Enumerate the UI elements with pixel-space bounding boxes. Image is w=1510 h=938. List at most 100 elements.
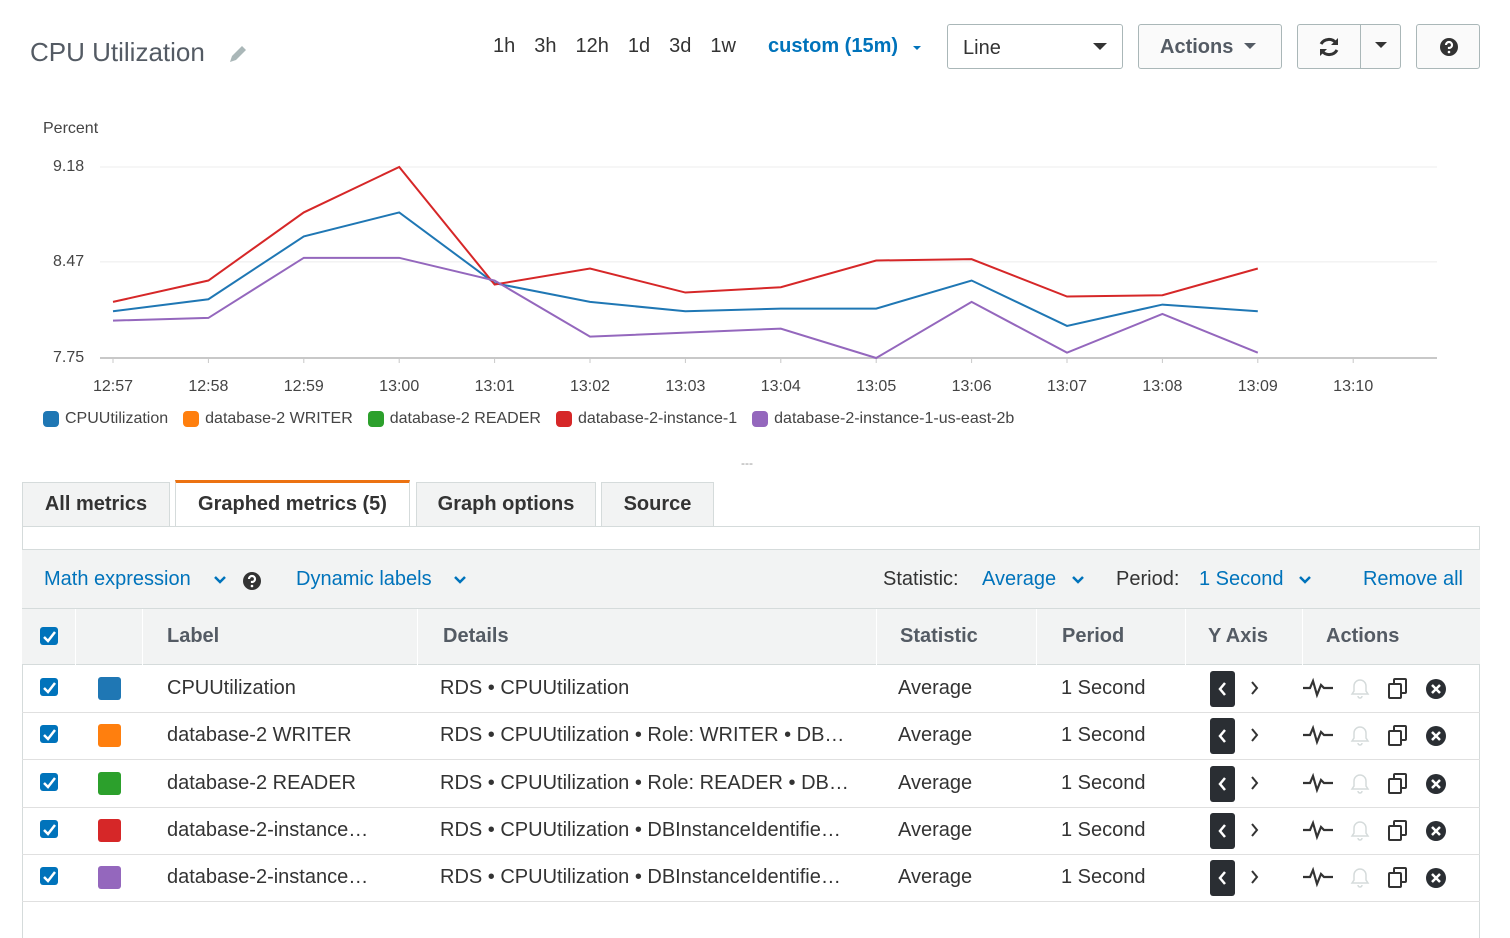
x-tick-label: 13:08: [1142, 378, 1182, 395]
time-range[interactable]: 1h: [493, 35, 516, 57]
time-range[interactable]: 3d: [669, 35, 692, 57]
browse-icon[interactable]: [1302, 866, 1334, 888]
x-tick-label: 13:09: [1238, 378, 1278, 395]
y-tick-label: 8.47: [53, 253, 84, 270]
duplicate-icon[interactable]: [1386, 866, 1410, 890]
custom-range[interactable]: custom (15m): [768, 35, 899, 57]
column-separator: [142, 609, 143, 665]
column-separator: [876, 609, 877, 665]
remove-icon[interactable]: [1426, 868, 1446, 889]
y-axis-left[interactable]: [1210, 765, 1235, 802]
y-axis-left[interactable]: [1210, 812, 1235, 849]
resize-handle[interactable]: ---: [741, 456, 753, 470]
duplicate-icon[interactable]: [1386, 772, 1410, 796]
legend-item[interactable]: CPUUtilization: [43, 410, 168, 428]
remove-icon[interactable]: [1426, 726, 1446, 747]
actions-button[interactable]: Actions: [1138, 24, 1282, 69]
checkbox[interactable]: [40, 725, 58, 744]
period-value[interactable]: 1 Second: [1199, 568, 1284, 590]
chart-type-select[interactable]: Line: [947, 24, 1123, 69]
cell: RDS • CPUUtilization • Role: READER • DB…: [440, 771, 849, 794]
time-range[interactable]: 1w: [710, 35, 736, 57]
remove-icon[interactable]: [1426, 679, 1446, 699]
series-line: [112, 211, 1258, 327]
alarm-icon[interactable]: [1348, 866, 1372, 890]
help-icon: [1440, 38, 1458, 56]
browse-icon[interactable]: [1302, 724, 1334, 746]
color-swatch[interactable]: [98, 818, 121, 842]
duplicate-icon[interactable]: [1386, 677, 1410, 701]
dynamic-labels[interactable]: Dynamic labels: [296, 568, 432, 590]
table-header: [22, 609, 1480, 665]
checkbox[interactable]: [40, 772, 58, 791]
column-header: Period: [1062, 625, 1125, 647]
legend-item[interactable]: database-2-instance-1-us-east-2b: [752, 410, 1014, 428]
refresh-group[interactable]: [1297, 24, 1401, 69]
color-swatch[interactable]: [98, 677, 121, 700]
x-tick-label: 13:04: [761, 378, 801, 395]
widget-title: CPU Utilization: [30, 37, 205, 67]
tab[interactable]: Graph options: [416, 482, 596, 526]
y-axis-right[interactable]: [1248, 774, 1262, 792]
time-range[interactable]: 12h: [575, 35, 609, 57]
caret: [454, 576, 466, 584]
tab[interactable]: Graphed metrics (5): [175, 480, 410, 526]
select-value: Line: [963, 37, 1001, 59]
legend-item[interactable]: database-2 READER: [367, 410, 541, 428]
y-axis-left[interactable]: [1210, 671, 1235, 707]
browse-icon[interactable]: [1302, 677, 1334, 699]
edit-icon[interactable]: [228, 44, 248, 64]
remove-all[interactable]: Remove all: [1362, 568, 1463, 590]
color-swatch[interactable]: [98, 771, 121, 795]
math-expression[interactable]: Math expression: [44, 568, 191, 590]
y-axis-label: Percent: [43, 120, 99, 137]
check-mark: [43, 631, 56, 643]
alarm-icon[interactable]: [1348, 724, 1372, 748]
cell: RDS • CPUUtilization: [440, 677, 630, 699]
y-tick-label: 7.75: [53, 349, 84, 366]
caret: [1093, 43, 1107, 50]
x-tick-label: 12:59: [284, 378, 324, 395]
help-icon[interactable]: [242, 571, 262, 591]
time-range[interactable]: 1d: [627, 35, 651, 57]
checkbox[interactable]: [40, 627, 58, 645]
legend-item[interactable]: database-2-instance-1: [555, 410, 737, 428]
cell: Average: [898, 818, 973, 841]
y-axis-left[interactable]: [1210, 718, 1235, 755]
checkbox[interactable]: [40, 678, 58, 696]
tab[interactable]: All metrics: [22, 482, 170, 526]
y-axis-right[interactable]: [1248, 868, 1262, 886]
time-range[interactable]: 3h: [534, 35, 557, 57]
color-swatch[interactable]: [98, 866, 121, 890]
row-border: [22, 759, 1480, 761]
checkbox[interactable]: [40, 819, 58, 838]
alarm-icon[interactable]: [1348, 772, 1372, 796]
chart: Percent 7.75 8.47 9.18 12:57 12:58 12:59 13:00…: [43, 120, 1437, 395]
statistic-value[interactable]: Average: [982, 568, 1057, 590]
y-axis-left[interactable]: [1210, 860, 1235, 897]
y-axis-right[interactable]: [1248, 821, 1262, 839]
help-button[interactable]: [1416, 24, 1480, 69]
check-mark: [43, 729, 56, 742]
duplicate-icon[interactable]: [1386, 724, 1410, 748]
tab[interactable]: Source: [601, 482, 714, 526]
y-axis-right[interactable]: [1248, 679, 1262, 697]
cell: CPUUtilization: [167, 677, 296, 699]
metrics-panel: [22, 526, 1480, 938]
color-swatch[interactable]: [98, 724, 121, 748]
checkbox[interactable]: [40, 867, 58, 886]
alarm-icon[interactable]: [1348, 677, 1372, 701]
cell: Average: [898, 677, 973, 699]
browse-icon[interactable]: [1302, 772, 1334, 794]
cell: Average: [898, 771, 973, 794]
remove-icon[interactable]: [1426, 773, 1446, 794]
legend-label: database-2 READER: [389, 410, 541, 427]
browse-icon[interactable]: [1302, 819, 1334, 841]
legend-item[interactable]: database-2 WRITER: [183, 410, 353, 428]
remove-icon[interactable]: [1426, 820, 1446, 841]
alarm-icon[interactable]: [1348, 819, 1372, 843]
refresh-icon: [1319, 37, 1339, 57]
duplicate-icon[interactable]: [1386, 819, 1410, 843]
y-axis-right[interactable]: [1248, 726, 1262, 744]
row-border: [22, 712, 1480, 713]
